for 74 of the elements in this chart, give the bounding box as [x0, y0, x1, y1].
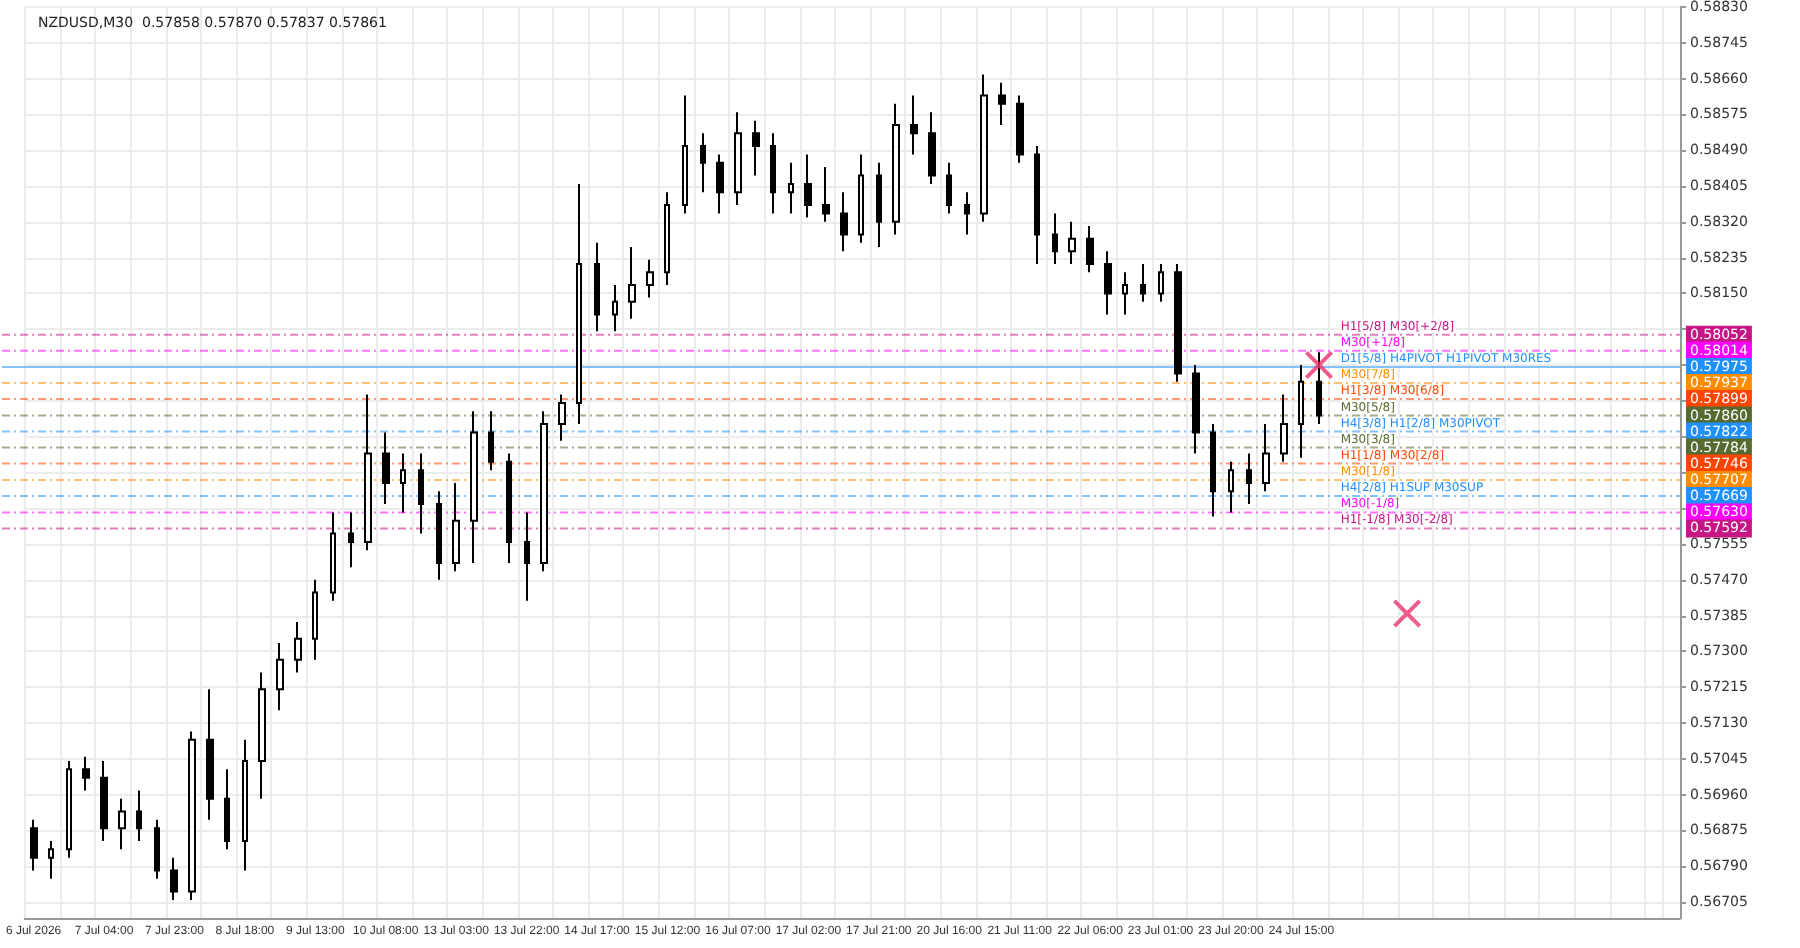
candlestick	[1034, 144, 1040, 265]
candlestick	[1298, 364, 1304, 459]
candlestick	[488, 410, 494, 472]
candlestick	[312, 578, 318, 661]
candlestick	[294, 620, 302, 674]
candlestick	[980, 73, 988, 223]
candlestick	[822, 166, 830, 223]
candlestick	[664, 191, 670, 286]
candlestick	[576, 182, 582, 425]
candlestick	[1246, 452, 1252, 505]
candlestick	[892, 102, 900, 236]
candlestick	[928, 111, 936, 185]
candlestick	[382, 431, 390, 505]
candlestick	[224, 768, 230, 851]
candlestick	[364, 393, 372, 552]
candlestick	[348, 511, 354, 569]
candlestick	[804, 153, 812, 219]
candlestick	[1122, 271, 1128, 316]
candlestick	[910, 94, 918, 156]
candlestick	[1086, 225, 1094, 274]
candlestick	[1210, 422, 1216, 518]
candlestick	[242, 738, 248, 872]
candlestick	[400, 452, 406, 514]
candlestick	[1316, 351, 1322, 425]
candlestick	[840, 191, 848, 253]
candlestick	[206, 688, 214, 821]
candlestick	[1158, 262, 1164, 303]
candlestick	[82, 755, 90, 792]
candlestick	[612, 283, 618, 333]
candlestick	[700, 132, 706, 194]
candlestick	[876, 161, 882, 249]
candlestick	[1192, 364, 1200, 455]
candlestick	[1174, 262, 1182, 383]
candlestick	[136, 789, 142, 842]
candlestick	[540, 410, 548, 573]
candlestick	[734, 111, 742, 206]
candlestick	[1052, 212, 1058, 265]
candlestick	[946, 161, 952, 215]
candlestick	[330, 511, 336, 602]
candlestick	[188, 730, 196, 901]
candlestick	[100, 759, 108, 842]
candlestick	[30, 818, 38, 872]
candlestick	[418, 452, 424, 535]
candlestick	[276, 641, 284, 712]
candlestick	[170, 856, 178, 901]
candlestick	[524, 511, 530, 602]
candlestick	[594, 241, 600, 333]
candlestick	[506, 452, 512, 564]
candlestick	[646, 258, 654, 299]
candlestick	[1228, 460, 1234, 514]
candlestick	[964, 191, 970, 236]
candlestick	[858, 153, 864, 244]
candlestick	[628, 246, 636, 320]
candlestick	[682, 94, 688, 215]
candlestick	[752, 119, 760, 177]
candlestick	[470, 410, 478, 564]
candlestick	[66, 759, 72, 859]
candlestick	[788, 161, 794, 215]
candlestick	[452, 481, 460, 573]
candlestick	[436, 490, 442, 581]
candlestick	[1104, 250, 1112, 316]
candlestick	[48, 839, 54, 880]
candlestick	[998, 81, 1006, 126]
candlestick	[1016, 94, 1024, 164]
candlestick	[258, 671, 266, 800]
candlestick	[770, 132, 776, 215]
candlestick	[716, 153, 724, 215]
candlestick	[1140, 262, 1146, 303]
candlestick	[1262, 422, 1270, 493]
candlestick	[118, 797, 126, 851]
candlestick	[558, 393, 566, 442]
candlestick	[154, 818, 160, 880]
candlestick	[1068, 220, 1076, 265]
candlestick	[1280, 393, 1288, 463]
